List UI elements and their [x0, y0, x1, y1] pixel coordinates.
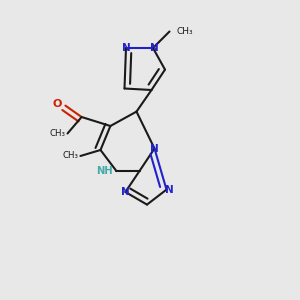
- Text: N: N: [121, 187, 130, 197]
- Text: N: N: [122, 43, 130, 53]
- Text: N: N: [164, 184, 173, 195]
- Text: O: O: [52, 99, 62, 109]
- Text: N: N: [150, 143, 159, 154]
- Text: CH₃: CH₃: [50, 129, 66, 138]
- Text: N: N: [150, 43, 159, 53]
- Text: CH₃: CH₃: [176, 27, 193, 36]
- Text: NH: NH: [96, 166, 113, 176]
- Text: CH₃: CH₃: [63, 152, 79, 160]
